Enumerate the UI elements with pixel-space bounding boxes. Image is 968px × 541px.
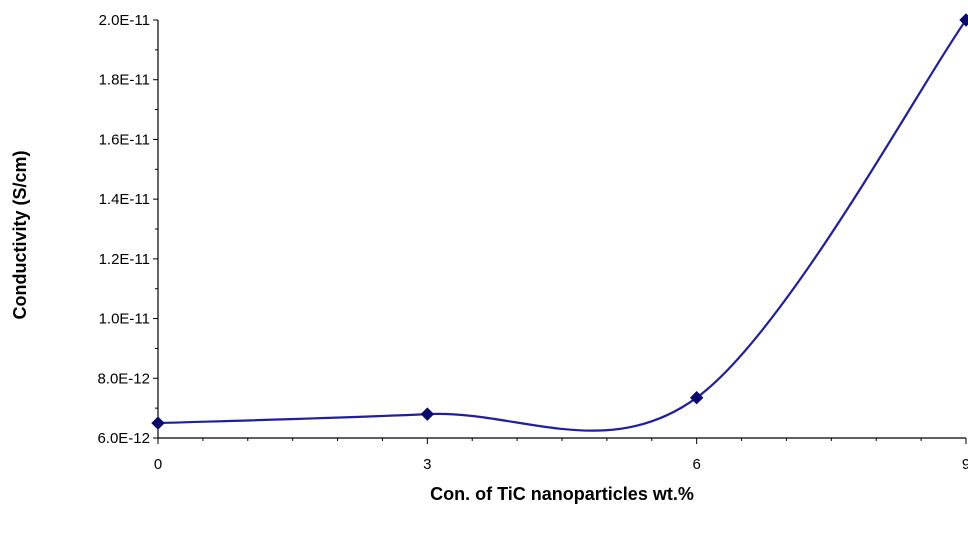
y-tick-label: 1.2E-11 [99,251,150,268]
y-tick-label: 1.0E-11 [99,311,150,328]
series-line [157,19,967,432]
series-layer [151,13,968,432]
data-point-marker [959,13,968,27]
y-tick-label: 2.0E-11 [99,12,150,29]
x-tick-label: 6 [692,456,700,473]
y-tick-label: 1.6E-11 [99,131,150,148]
x-axis-title: Con. of TiC nanoparticles wt.% [430,484,694,504]
x-tick-label: 3 [423,456,431,473]
y-tick-label: 6.0E-12 [97,430,150,447]
data-point-marker [689,390,704,405]
x-tick-label: 0 [154,456,162,473]
y-tick-label: 1.8E-11 [99,72,150,89]
y-axis-title: Conductivity (S/cm) [10,150,30,319]
x-tick-label: 9 [962,456,968,473]
y-tick-label: 1.4E-11 [99,191,150,208]
data-point-marker [151,416,165,430]
axes-layer [153,19,967,444]
tick-label-layer: 6.0E-12 8.0E-12 1.0E-11 1.2E-11 1.4E-11 1.6E-… [97,12,968,473]
data-point-marker [420,407,435,421]
y-tick-label: 8.0E-12 [97,370,150,387]
